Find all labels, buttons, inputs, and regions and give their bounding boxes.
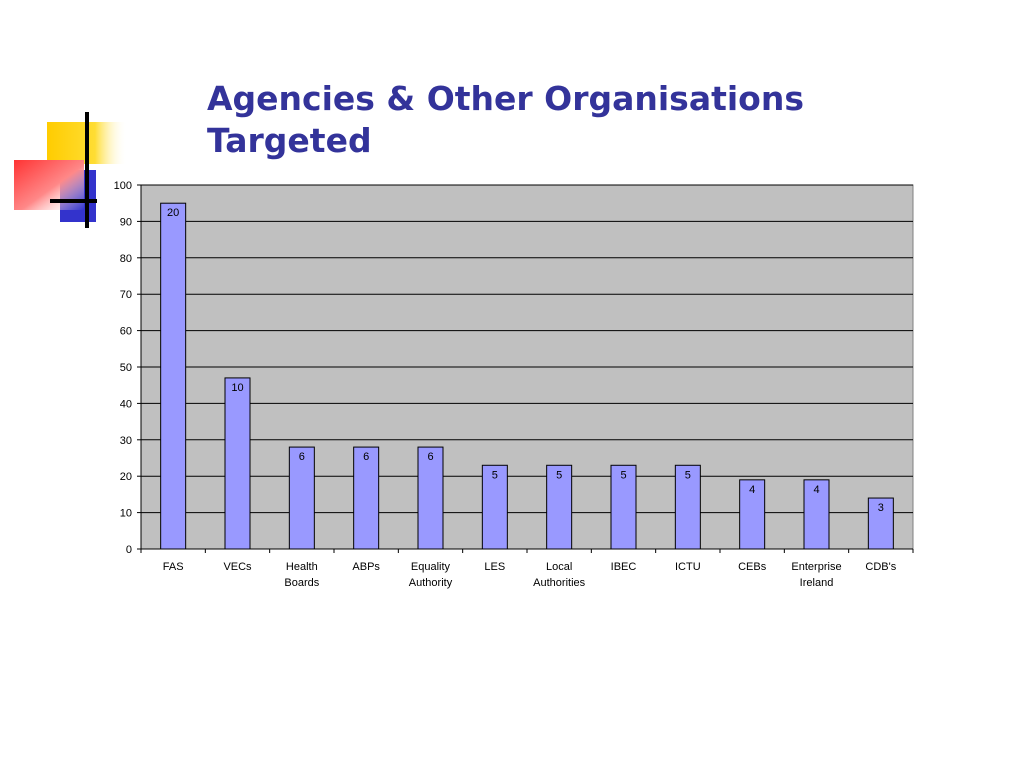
x-tick-label-line: IBEC: [611, 561, 637, 573]
data-label: 4: [749, 484, 755, 496]
x-tick-label: FAS: [163, 561, 184, 573]
x-tick-label: LES: [484, 561, 505, 573]
x-tick-label: CEBs: [738, 561, 767, 573]
data-label: 20: [167, 207, 179, 219]
x-tick-label-line: Authority: [409, 577, 453, 589]
bar-7: [610, 464, 637, 550]
data-label: 10: [231, 382, 243, 394]
bar-8: [674, 464, 701, 550]
bar-11: [867, 497, 894, 550]
x-tick-label: VECs: [223, 561, 252, 573]
y-tick-label: 80: [120, 253, 132, 265]
x-tick-label-line: ICTU: [675, 561, 701, 573]
x-tick-label-line: Equality: [411, 561, 451, 573]
bar-10: [803, 479, 830, 550]
y-tick-label: 30: [120, 435, 132, 447]
bar-0: [160, 202, 187, 550]
bar-6: [546, 464, 573, 550]
x-tick-label-line: Enterprise: [791, 561, 841, 573]
x-tick-label: CDB's: [865, 561, 896, 573]
gridlines: [141, 184, 913, 514]
x-tick-label-line: Boards: [284, 577, 319, 589]
x-tick-label: Enterprise Ireland: [791, 561, 841, 589]
slide-title: Agencies & Other Organisations Targeted: [207, 78, 927, 162]
bar-4: [417, 446, 444, 550]
y-tick-label: 70: [120, 289, 132, 301]
x-tick-label: IBEC: [611, 561, 637, 573]
x-tick-label-line: Ireland: [800, 577, 834, 589]
x-tick-label: Local Authorities: [533, 561, 585, 589]
slide-title-line-2: Targeted: [207, 121, 372, 160]
x-tick-label: ICTU: [675, 561, 701, 573]
y-tick-label: 10: [120, 508, 132, 520]
x-axis: FAS VECs Health Boards ABPs Equality Authority…: [140, 548, 914, 589]
bar-5: [481, 464, 508, 550]
slide-title-line-1: Agencies & Other Organisations: [207, 79, 804, 118]
bar-1: [224, 377, 251, 550]
x-tick-label: Health Boards: [284, 561, 319, 589]
x-tick-label-line: LES: [484, 561, 505, 573]
data-labels: 20 10 6 6 6 5 5 5 5 4 4 3: [167, 207, 884, 514]
data-label: 6: [363, 451, 369, 463]
bar-3: [353, 446, 380, 550]
x-tick-label: Equality Authority: [409, 561, 453, 589]
y-tick-label: 50: [120, 362, 132, 374]
x-tick-label-line: Authorities: [533, 577, 585, 589]
y-tick-label: 60: [120, 326, 132, 338]
y-tick-label: 20: [120, 471, 132, 483]
x-tick-label: ABPs: [352, 561, 380, 573]
x-tick-label-line: FAS: [163, 561, 184, 573]
data-label: 5: [556, 469, 562, 481]
data-label: 5: [620, 469, 626, 481]
y-tick-label: 100: [114, 180, 132, 192]
bar-9: [739, 479, 766, 550]
data-label: 4: [813, 484, 819, 496]
x-tick-label-line: CDB's: [865, 561, 896, 573]
data-label: 5: [685, 469, 691, 481]
y-tick-label: 40: [120, 398, 132, 410]
x-tick-label-line: VECs: [223, 561, 252, 573]
x-tick-label-line: Local: [546, 561, 572, 573]
x-tick-label-line: ABPs: [352, 561, 380, 573]
x-tick-label-line: Health: [286, 561, 318, 573]
data-label: 5: [492, 469, 498, 481]
data-label: 6: [299, 451, 305, 463]
data-label: 3: [878, 502, 884, 514]
data-label: 6: [427, 451, 433, 463]
bars: [160, 202, 894, 550]
y-tick-label: 0: [126, 544, 132, 556]
x-tick-label-line: CEBs: [738, 561, 767, 573]
slide-decoration-icon: [14, 112, 127, 228]
bar-2: [288, 446, 315, 550]
y-axis: 0 10 20 30 40 50 60 70 80 90 100: [114, 180, 142, 556]
y-tick-label: 90: [120, 216, 132, 228]
